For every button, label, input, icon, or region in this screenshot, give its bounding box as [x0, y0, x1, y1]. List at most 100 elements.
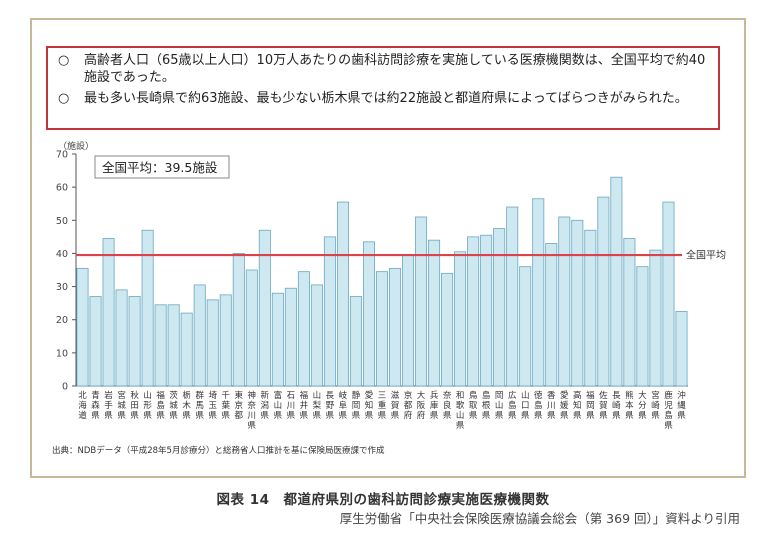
bar-1	[76, 267, 89, 387]
bar-43	[623, 238, 636, 387]
bar-27	[415, 216, 428, 387]
bar-45	[649, 249, 662, 387]
bar-17	[284, 287, 297, 387]
bar-44	[636, 266, 649, 387]
x-tick-label: 佐賀県	[599, 390, 608, 421]
bar-41	[597, 196, 610, 387]
bar-2	[89, 296, 102, 387]
y-tick-label: 20	[56, 315, 68, 326]
x-tick-label: 北海道	[78, 391, 87, 421]
bar-30	[454, 251, 467, 387]
y-tick-label: 60	[56, 183, 68, 194]
x-tick-label: 鳥取県	[469, 390, 478, 421]
bar-47	[675, 311, 688, 387]
bar-46	[662, 201, 675, 387]
bar-28	[428, 239, 441, 387]
bar-20	[323, 236, 336, 387]
bar-4	[115, 289, 128, 387]
x-tick-label: 鹿児島県	[664, 390, 673, 431]
bar-6	[141, 229, 154, 387]
x-tick-label: 岩手県	[104, 390, 113, 421]
bar-18	[297, 271, 310, 387]
x-tick-label: 大分県	[638, 390, 647, 421]
bar-7	[154, 304, 167, 387]
x-tick-label: 福岡県	[586, 390, 595, 421]
bar-15	[258, 229, 271, 387]
bar-35	[519, 266, 532, 387]
x-tick-label: 青森県	[91, 390, 100, 421]
bar-23	[362, 241, 375, 387]
x-tick-label: 福井県	[300, 390, 309, 421]
y-tick-label: 0	[62, 382, 68, 393]
x-tick-label: 広島県	[508, 390, 517, 421]
bar-37	[545, 243, 558, 387]
x-tick-label: 山口県	[521, 390, 530, 421]
bar-5	[128, 296, 141, 387]
bar-19	[310, 284, 323, 387]
bar-26	[402, 254, 415, 387]
x-tick-label: 栃木県	[182, 390, 191, 421]
bar-40	[584, 229, 597, 387]
x-tick-label: 和歌山県	[456, 391, 465, 431]
x-tick-label: 富山県	[274, 390, 283, 421]
x-tick-label: 茨城県	[169, 390, 178, 421]
x-tick-label: 宮城県	[117, 390, 126, 421]
figure-caption: 図表 14 都道府県別の歯科訪問診療実施医療機関数	[216, 492, 550, 508]
bar-42	[610, 176, 623, 387]
x-tick-label: 埼玉県	[208, 390, 217, 421]
y-tick-label: 30	[56, 282, 68, 293]
x-tick-label: 東京都	[235, 390, 244, 421]
y-tick-label: 50	[56, 216, 68, 227]
note-2-text: 最も多い長崎県で約63施設、最も少ない栃木県では約22施設と都道府県によってばら…	[84, 91, 688, 106]
bar-24	[376, 271, 388, 387]
average-box-text: 全国平均：39.5施設	[102, 160, 218, 175]
y-tick-label: 40	[56, 249, 68, 260]
x-tick-label: 山梨県	[313, 390, 322, 421]
average-box	[94, 155, 230, 179]
bar-39	[571, 219, 584, 387]
x-tick-label: 沖縄県	[677, 390, 686, 421]
x-tick-label: 宮崎県	[651, 390, 660, 421]
x-tick-label: 福島県	[156, 390, 165, 421]
bar-22	[349, 296, 362, 387]
y-unit-label: （施設）	[58, 140, 94, 152]
x-tick-label: 神奈川県	[248, 390, 257, 431]
bar-31	[467, 236, 480, 387]
bar-34	[506, 206, 519, 387]
x-tick-label: 秋田県	[130, 390, 139, 421]
bar-12	[219, 294, 232, 387]
bar-14	[245, 269, 258, 387]
bar-32	[480, 234, 493, 387]
x-tick-label: 兵庫県	[430, 390, 439, 421]
x-tick-label: 長崎県	[612, 391, 621, 421]
bar-25	[389, 267, 402, 387]
credit-text: 厚生労働省「中央社会保険医療協議会総会（第 369 回）」資料より引用	[339, 511, 740, 526]
bar-11	[206, 299, 219, 387]
x-tick-label: 岡山県	[495, 391, 504, 421]
x-tick-label: 滋賀県	[391, 390, 400, 421]
x-tick-label: 静岡県	[352, 390, 361, 421]
bar-16	[271, 292, 284, 387]
x-tick-label: 香川県	[547, 390, 556, 421]
x-tick-label: 岐阜県	[339, 390, 348, 421]
note-bullet-icon: ○	[58, 91, 70, 106]
note-1-text: 高齢者人口（65歳以上人口）10万人あたりの歯科訪問診療を実施している医療機関数…	[84, 53, 706, 85]
bar-13	[232, 253, 245, 387]
bar-9	[180, 312, 193, 387]
x-tick-label: 高知県	[573, 390, 582, 421]
y-tick-label: 70	[56, 150, 68, 161]
note-1: ○ 高齢者人口（65歳以上人口）10万人あたりの歯科訪問診療を実施している医療機…	[58, 52, 710, 86]
x-tick-label: 三重県	[378, 391, 387, 421]
x-tick-label: 大阪府	[417, 390, 426, 421]
bar-29	[441, 272, 454, 387]
y-tick-label: 10	[56, 348, 68, 359]
x-tick-label: 新潟県	[261, 390, 270, 421]
note-2: ○ 最も多い長崎県で約63施設、最も少ない栃木県では約22施設と都道府県によって…	[58, 90, 710, 107]
note-bullet-icon: ○	[58, 53, 70, 68]
x-tick-label: 千葉県	[221, 390, 230, 421]
x-tick-label: 徳島県	[534, 390, 543, 421]
average-line-label: 全国平均	[686, 249, 726, 262]
bar-10	[193, 284, 206, 387]
x-tick-label: 熊本県	[625, 390, 634, 421]
